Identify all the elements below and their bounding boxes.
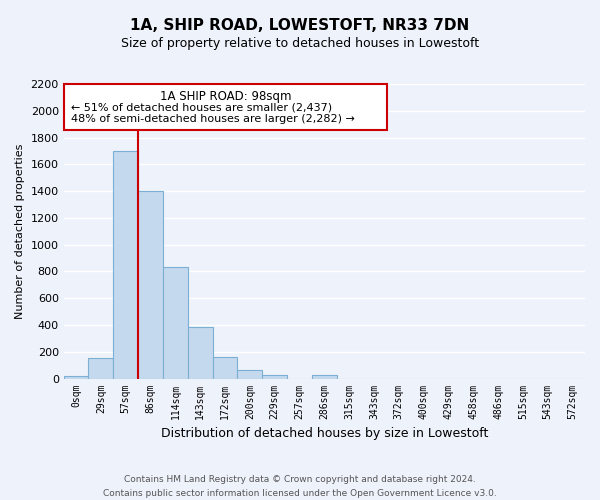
Bar	[212, 357, 238, 378]
Text: 1A SHIP ROAD: 98sqm: 1A SHIP ROAD: 98sqm	[160, 90, 291, 104]
Text: 48% of semi-detached houses are larger (2,282) →: 48% of semi-detached houses are larger (…	[71, 114, 355, 124]
Y-axis label: Number of detached properties: Number of detached properties	[15, 144, 25, 319]
Bar	[188, 327, 212, 378]
Bar	[238, 370, 262, 378]
Bar	[163, 268, 188, 378]
Bar	[113, 151, 138, 378]
Bar	[64, 376, 88, 378]
Bar	[88, 358, 113, 378]
FancyBboxPatch shape	[64, 84, 387, 130]
X-axis label: Distribution of detached houses by size in Lowestoft: Distribution of detached houses by size …	[161, 427, 488, 440]
Bar	[138, 191, 163, 378]
Bar	[262, 374, 287, 378]
Text: 1A, SHIP ROAD, LOWESTOFT, NR33 7DN: 1A, SHIP ROAD, LOWESTOFT, NR33 7DN	[130, 18, 470, 32]
Text: ← 51% of detached houses are smaller (2,437): ← 51% of detached houses are smaller (2,…	[71, 102, 332, 113]
Bar	[312, 375, 337, 378]
Text: Size of property relative to detached houses in Lowestoft: Size of property relative to detached ho…	[121, 38, 479, 51]
Text: Contains HM Land Registry data © Crown copyright and database right 2024.
Contai: Contains HM Land Registry data © Crown c…	[103, 476, 497, 498]
